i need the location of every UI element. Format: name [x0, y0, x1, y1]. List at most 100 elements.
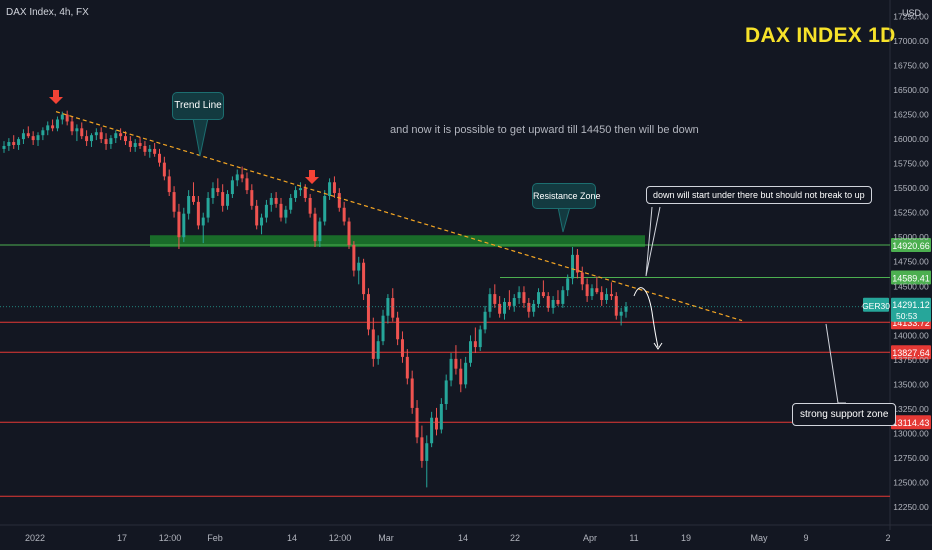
- candle-body-73: [357, 262, 361, 271]
- candle-body-121: [590, 288, 594, 297]
- y-tick-label-0: 17250.00: [893, 11, 929, 21]
- candle-body-24: [119, 133, 123, 137]
- x-tick-label-9: Apr: [583, 533, 597, 543]
- candle-body-63: [308, 197, 312, 214]
- x-tick-label-14: 2: [885, 533, 890, 543]
- candle-body-120: [585, 284, 589, 297]
- candle-body-65: [318, 221, 322, 242]
- projected-path: [633, 287, 659, 348]
- candle-body-1: [7, 142, 11, 146]
- candle-body-34: [167, 176, 171, 193]
- candle-body-59: [289, 197, 293, 210]
- y-tick-label-14: 13750.00: [893, 355, 929, 365]
- candle-body-12: [60, 114, 64, 120]
- candle-body-82: [400, 339, 404, 357]
- countdown-value: 50:53: [896, 311, 918, 321]
- candle-body-76: [371, 329, 375, 359]
- candle-body-13: [65, 114, 69, 122]
- projected-path-arrowhead: [653, 342, 663, 350]
- candle-body-100: [488, 294, 492, 312]
- trend-callout-pointer: [192, 117, 209, 157]
- candle-body-85: [415, 407, 419, 438]
- y-tick-label-11: 14500.00: [893, 281, 929, 291]
- symbol-tag-label: GER30: [862, 301, 890, 311]
- y-tick-label-1: 17000.00: [893, 36, 929, 46]
- x-tick-label-1: 17: [117, 533, 127, 543]
- candle-body-66: [323, 196, 327, 222]
- candle-body-81: [396, 317, 400, 340]
- candle-body-5: [26, 133, 30, 137]
- y-tick-label-2: 16750.00: [893, 61, 929, 71]
- candle-body-90: [439, 403, 443, 430]
- symbol-tag-bg: [863, 297, 889, 312]
- trend-line-callout: Trend Line: [172, 92, 224, 120]
- candle-body-123: [600, 292, 604, 300]
- trend-line: [55, 111, 743, 322]
- candle-body-48: [235, 174, 239, 181]
- level-tag-4: [891, 415, 931, 430]
- level-tag-1: [891, 270, 931, 285]
- candle-body-6: [31, 136, 35, 141]
- candle-body-106: [517, 292, 521, 299]
- candle-body-2: [12, 142, 16, 145]
- candle-body-33: [162, 162, 166, 177]
- candle-body-122: [595, 288, 599, 293]
- candle-body-3: [17, 139, 21, 145]
- candle-body-127: [619, 311, 623, 316]
- candle-body-35: [172, 192, 176, 212]
- candle-body-14: [70, 121, 74, 132]
- level-tag-3: [891, 345, 931, 360]
- candle-body-68: [332, 182, 336, 194]
- y-tick-label-6: 15750.00: [893, 159, 929, 169]
- candle-body-112: [546, 296, 550, 308]
- y-tick-label-9: 15000.00: [893, 232, 929, 242]
- candle-body-42: [206, 197, 210, 218]
- y-tick-label-5: 16000.00: [893, 134, 929, 144]
- candle-body-117: [571, 254, 575, 279]
- y-tick-label-3: 16500.00: [893, 85, 929, 95]
- candle-body-108: [527, 302, 531, 312]
- candle-body-40: [196, 201, 200, 226]
- candle-body-124: [605, 294, 609, 300]
- candle-body-17: [85, 136, 89, 142]
- candle-body-110: [537, 292, 541, 304]
- candle-body-74: [362, 262, 366, 295]
- candle-body-118: [575, 254, 579, 273]
- candle-body-44: [216, 188, 220, 193]
- candle-body-50: [245, 178, 249, 191]
- x-tick-label-2: 12:00: [159, 533, 182, 543]
- candle-body-61: [298, 188, 302, 191]
- candle-body-94: [459, 368, 463, 385]
- candle-body-105: [512, 298, 516, 306]
- x-tick-label-4: 14: [287, 533, 297, 543]
- candle-body-29: [143, 145, 147, 152]
- resistance-zone-band: [150, 235, 645, 248]
- candle-body-36: [177, 211, 181, 238]
- candle-body-103: [503, 301, 507, 314]
- level-label-2: 14133.72: [892, 318, 930, 328]
- candle-body-87: [425, 443, 429, 461]
- candle-body-25: [123, 136, 127, 142]
- candle-body-125: [609, 294, 613, 297]
- candle-body-97: [473, 341, 477, 348]
- candle-body-116: [566, 278, 570, 291]
- candle-body-62: [303, 188, 307, 198]
- candle-body-93: [454, 358, 458, 369]
- candle-body-72: [352, 245, 356, 271]
- x-tick-label-10: 11: [629, 533, 638, 543]
- x-tick-label-12: May: [750, 533, 768, 543]
- candle-body-84: [410, 378, 414, 408]
- candle-body-20: [99, 132, 103, 140]
- last-price-tag-bg: [891, 297, 931, 322]
- candle-body-114: [556, 299, 560, 304]
- y-tick-label-16: 13250.00: [893, 404, 929, 414]
- x-tick-label-7: 14: [458, 533, 468, 543]
- symbol-title: DAX Index, 4h, FX: [6, 7, 89, 18]
- level-label-3: 13827.64: [892, 348, 930, 358]
- level-tag-0: [891, 237, 931, 252]
- candle-body-60: [294, 190, 298, 198]
- candle-body-56: [274, 197, 278, 204]
- x-tick-label-3: Feb: [207, 533, 223, 543]
